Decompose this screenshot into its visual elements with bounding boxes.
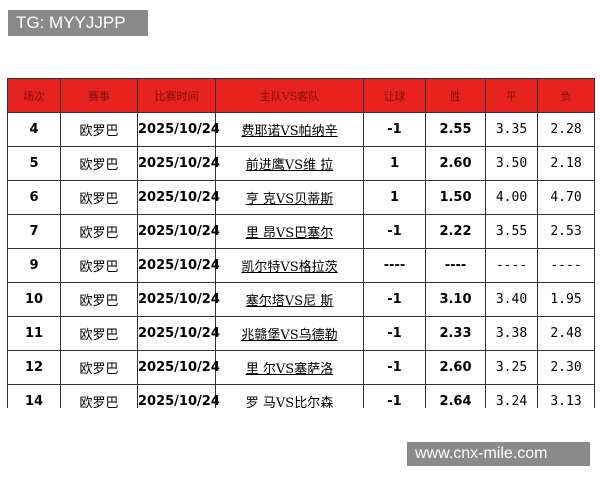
table-cell: 兆赣堡VS乌德勒 [215, 316, 364, 351]
table-cell: 2.48 [537, 316, 595, 351]
table-cell: -1 [363, 214, 426, 249]
header-row: 场次 赛事 比赛时间 主队VS客队 让球胜平负 [7, 78, 595, 113]
table-row: 9 欧罗巴 2025/10/24 凯尔特VS格拉茨 ---- ---- ---- ---- [7, 248, 595, 283]
table-cell: 3.10 [425, 282, 486, 317]
table-cell: 2025/10/24 [137, 112, 220, 147]
table-cell: 欧罗巴 [60, 282, 138, 317]
header-cell: 平 [485, 78, 538, 113]
table-cell: 2025/10/24 [137, 282, 220, 317]
table-cell: -1 [363, 112, 426, 147]
table-cell: 2.53 [537, 214, 595, 249]
table-cell: 欧罗巴 [60, 146, 138, 181]
table-cell: 10 [7, 282, 61, 317]
table-cell: 2025/10/24 [137, 350, 220, 385]
table-cell: 9 [7, 248, 61, 283]
table-cell: 欧罗巴 [60, 384, 138, 408]
header-cell: 让球 [363, 78, 426, 113]
watermark: www.cnx-mile.com [407, 442, 590, 466]
table-cell: 2.33 [425, 316, 486, 351]
table-cell: 3.25 [485, 350, 538, 385]
table-cell: 2025/10/24 [137, 214, 220, 249]
table-cell: 3.24 [485, 384, 538, 408]
table-cell: 欧罗巴 [60, 214, 138, 249]
odds-table: 场次 赛事 比赛时间 主队VS客队 让球胜平负 4 欧罗巴 2025/10/24 费耶诺VS帕… [7, 78, 595, 408]
table-cell: 3.55 [485, 214, 538, 249]
table-cell: ---- [485, 248, 538, 283]
table-cell: 3.35 [485, 112, 538, 147]
table-cell: 2025/10/24 [137, 384, 220, 408]
table-cell: -1 [363, 282, 426, 317]
header-cell: 场次 [7, 78, 61, 113]
table-cell: 4.70 [537, 180, 595, 215]
table-cell: 2.64 [425, 384, 486, 408]
header-cell: 负 [537, 78, 595, 113]
table-cell: 3.13 [537, 384, 595, 408]
table-cell: 3.38 [485, 316, 538, 351]
table-cell: 3.40 [485, 282, 538, 317]
table-cell: 2.28 [537, 112, 595, 147]
table-cell: 11 [7, 316, 61, 351]
table-cell: 欧罗巴 [60, 112, 138, 147]
table-row: 14 欧罗巴 2025/10/24 罗 马VS比尔森 -1 2.64 3.24 3.13 [7, 384, 595, 408]
table-cell: 亨 克VS贝蒂斯 [215, 180, 364, 215]
table-cell: 1.95 [537, 282, 595, 317]
table-cell: 4 [7, 112, 61, 147]
table-cell: 欧罗巴 [60, 248, 138, 283]
table-cell: 欧罗巴 [60, 180, 138, 215]
table-cell: 2.60 [425, 350, 486, 385]
table-cell: 2025/10/24 [137, 248, 220, 283]
table-row: 11 欧罗巴 2025/10/24 兆赣堡VS乌德勒 -1 2.33 3.38 2.48 [7, 316, 595, 351]
table-cell: 2.22 [425, 214, 486, 249]
table-cell: 4.00 [485, 180, 538, 215]
table-cell: ---- [537, 248, 595, 283]
table-cell: 6 [7, 180, 61, 215]
table-cell: 2025/10/24 [137, 316, 220, 351]
table-row: 10 欧罗巴 2025/10/24 塞尔塔VS尼 斯 -1 3.10 3.40 1.95 [7, 282, 595, 317]
table-cell: 1.50 [425, 180, 486, 215]
table-cell: 费耶诺VS帕纳辛 [215, 112, 364, 147]
table-cell: 2025/10/24 [137, 146, 220, 181]
table-cell: 5 [7, 146, 61, 181]
table-cell: 里 昂VS巴塞尔 [215, 214, 364, 249]
table-cell: 2.60 [425, 146, 486, 181]
table-row: 6 欧罗巴 2025/10/24 亨 克VS贝蒂斯 1 1.50 4.00 4.70 [7, 180, 595, 215]
table-cell: ---- [363, 248, 426, 283]
table-cell: 14 [7, 384, 61, 408]
table-cell: 前进鹰VS维 拉 [215, 146, 364, 181]
table-cell: 罗 马VS比尔森 [215, 384, 364, 408]
table-cell: 里 尔VS塞萨洛 [215, 350, 364, 385]
table-cell: 塞尔塔VS尼 斯 [215, 282, 364, 317]
table-cell: -1 [363, 316, 426, 351]
watermark: TG: MYYJJPP [8, 10, 148, 36]
table-cell: 2025/10/24 [137, 180, 220, 215]
table-cell: 1 [363, 146, 426, 181]
header-cell: 胜 [425, 78, 486, 113]
table-cell: 欧罗巴 [60, 350, 138, 385]
header-cell: 比赛时间 [137, 78, 216, 113]
table-cell: 2.18 [537, 146, 595, 181]
table-cell: 7 [7, 214, 61, 249]
table-cell: 2.55 [425, 112, 486, 147]
table-cell: 2.30 [537, 350, 595, 385]
table-container: 场次 赛事 比赛时间 主队VS客队 让球胜平负 4 欧罗巴 2025/10/24 费耶诺VS帕… [7, 78, 595, 408]
table-cell: 凯尔特VS格拉茨 [215, 248, 364, 283]
header-cell: 赛事 [60, 78, 138, 113]
table-cell: 欧罗巴 [60, 316, 138, 351]
table-row: 7 欧罗巴 2025/10/24 里 昂VS巴塞尔 -1 2.22 3.55 2.53 [7, 214, 595, 249]
table-cell: 1 [363, 180, 426, 215]
table-cell: -1 [363, 384, 426, 408]
table-cell: 12 [7, 350, 61, 385]
table-row: 5 欧罗巴 2025/10/24 前进鹰VS维 拉 1 2.60 3.50 2.18 [7, 146, 595, 181]
table-row: 12 欧罗巴 2025/10/24 里 尔VS塞萨洛 -1 2.60 3.25 2.30 [7, 350, 595, 385]
table-cell: -1 [363, 350, 426, 385]
table-row: 4 欧罗巴 2025/10/24 费耶诺VS帕纳辛 -1 2.55 3.35 2.28 [7, 112, 595, 147]
table-cell: 3.50 [485, 146, 538, 181]
header-cell: 主队VS客队 [215, 78, 364, 113]
table-cell: ---- [425, 248, 486, 283]
